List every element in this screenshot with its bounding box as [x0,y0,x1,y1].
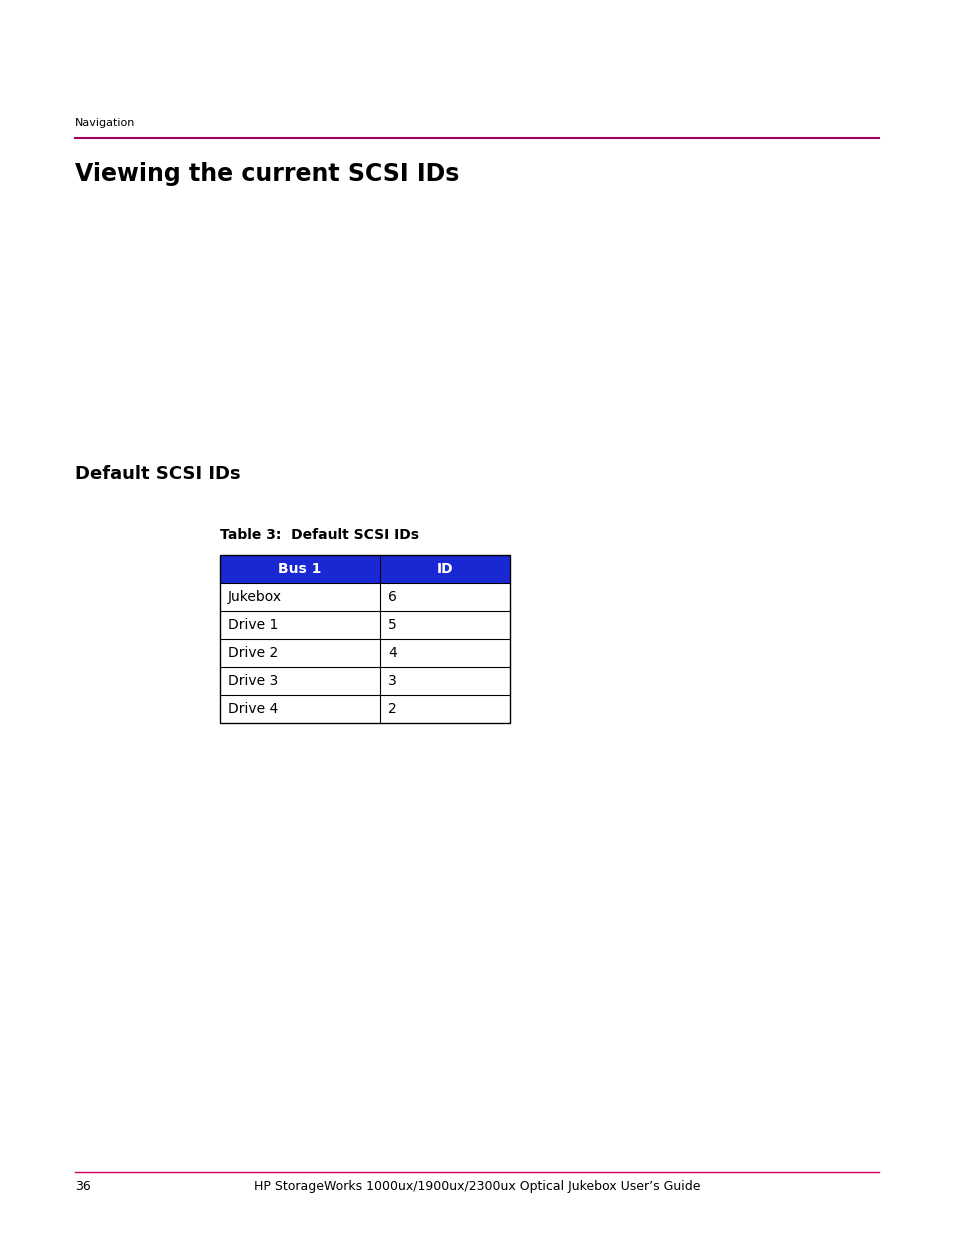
Bar [220,555,510,583]
Text: ID: ID [436,562,453,576]
Text: Drive 4: Drive 4 [228,701,278,716]
Bar [220,638,510,667]
Bar [220,695,510,722]
Text: 4: 4 [388,646,396,659]
Text: Navigation: Navigation [75,119,135,128]
Text: 6: 6 [388,590,396,604]
Text: Default SCSI IDs: Default SCSI IDs [75,466,240,483]
Text: Bus 1: Bus 1 [278,562,321,576]
Bar [220,667,510,695]
Text: 2: 2 [388,701,396,716]
Text: 36: 36 [75,1179,91,1193]
Text: Drive 1: Drive 1 [228,618,278,632]
Bar [220,583,510,611]
Bar [220,555,510,722]
Text: Drive 2: Drive 2 [228,646,278,659]
Text: 5: 5 [388,618,396,632]
Text: HP StorageWorks 1000ux/1900ux/2300ux Optical Jukebox User’s Guide: HP StorageWorks 1000ux/1900ux/2300ux Opt… [253,1179,700,1193]
Text: Table 3:  Default SCSI IDs: Table 3: Default SCSI IDs [220,529,418,542]
Text: Jukebox: Jukebox [228,590,282,604]
Text: Drive 3: Drive 3 [228,674,278,688]
Text: Viewing the current SCSI IDs: Viewing the current SCSI IDs [75,162,459,186]
Bar [220,611,510,638]
Text: 3: 3 [388,674,396,688]
